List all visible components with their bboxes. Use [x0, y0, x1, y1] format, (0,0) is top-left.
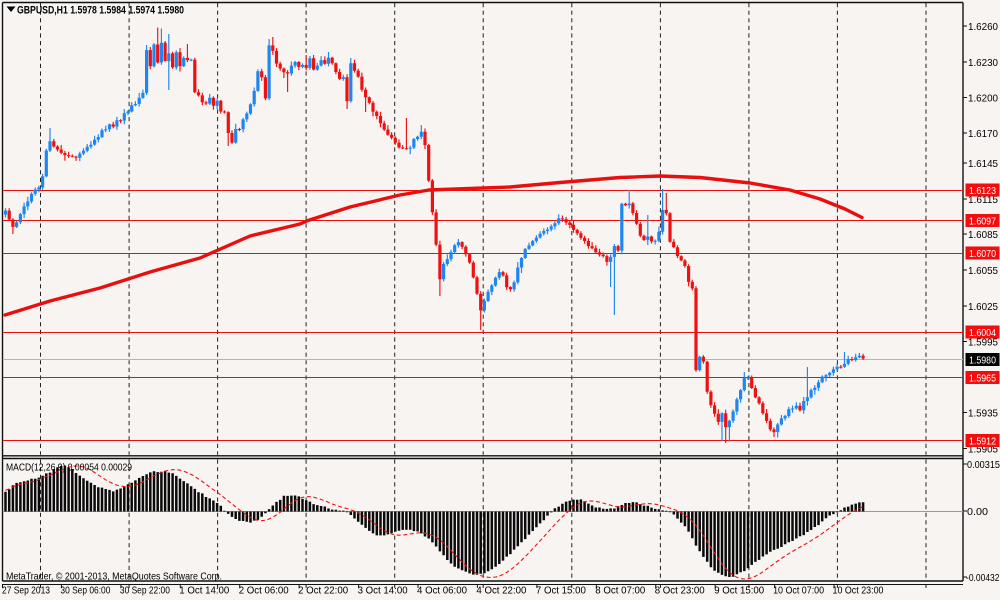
svg-text:2 Oct 06:00: 2 Oct 06:00: [239, 585, 289, 597]
svg-text:-0.00432: -0.00432: [966, 572, 1000, 584]
svg-text:0.00: 0.00: [967, 506, 988, 518]
svg-text:1.6055: 1.6055: [968, 265, 998, 277]
svg-text:27 Sep 2013: 27 Sep 2013: [2, 585, 50, 597]
svg-text:4 Oct 06:00: 4 Oct 06:00: [417, 585, 467, 597]
svg-text:7 Oct 15:00: 7 Oct 15:00: [536, 585, 586, 597]
svg-text:1.6260: 1.6260: [968, 21, 998, 33]
svg-text:0.00315: 0.00315: [967, 459, 1000, 471]
svg-text:9 Oct 15:00: 9 Oct 15:00: [714, 585, 764, 597]
svg-text:1.6230: 1.6230: [968, 57, 998, 69]
svg-text:2 Oct 22:00: 2 Oct 22:00: [298, 585, 348, 597]
svg-text:10 Oct 23:00: 10 Oct 23:00: [833, 585, 884, 597]
svg-text:3 Oct 14:00: 3 Oct 14:00: [358, 585, 408, 597]
svg-text:1.6123: 1.6123: [969, 185, 996, 197]
svg-text:8 Oct 23:00: 8 Oct 23:00: [655, 585, 705, 597]
svg-text:GBPUSD,H1 1.5978 1.5984 1.597: GBPUSD,H1 1.5978 1.5984 1.5974 1.5980: [17, 5, 184, 17]
svg-text:1.6025: 1.6025: [968, 301, 998, 313]
svg-text:30 Sep 22:00: 30 Sep 22:00: [120, 585, 170, 597]
svg-text:1.6200: 1.6200: [968, 93, 998, 105]
svg-text:1.6085: 1.6085: [968, 229, 998, 241]
svg-text:1.5935: 1.5935: [968, 408, 998, 420]
svg-text:1.6070: 1.6070: [969, 248, 996, 260]
svg-text:4 Oct 22:00: 4 Oct 22:00: [476, 585, 526, 597]
svg-text:1.5980: 1.5980: [969, 355, 996, 367]
svg-text:1.5965: 1.5965: [969, 373, 996, 385]
svg-text:1.5912: 1.5912: [969, 436, 996, 448]
svg-text:MetaTrader, © 2001-2013, MetaQ: MetaTrader, © 2001-2013, MetaQuotes Soft…: [6, 571, 222, 583]
svg-text:1.6004: 1.6004: [969, 327, 996, 339]
svg-text:1.6115: 1.6115: [968, 194, 998, 206]
svg-text:1 Oct 14:00: 1 Oct 14:00: [179, 585, 229, 597]
svg-text:30 Sep 06:00: 30 Sep 06:00: [60, 585, 110, 597]
svg-text:1.6170: 1.6170: [968, 128, 998, 140]
svg-text:1.6145: 1.6145: [968, 158, 998, 170]
svg-text:1.5995: 1.5995: [968, 337, 998, 349]
svg-text:10 Oct 07:00: 10 Oct 07:00: [773, 585, 824, 597]
svg-text:1.6097: 1.6097: [969, 216, 996, 228]
svg-text:MACD(12,26,9) 0.00054 0.00029: MACD(12,26,9) 0.00054 0.00029: [6, 462, 132, 474]
svg-text:8 Oct 07:00: 8 Oct 07:00: [595, 585, 645, 597]
